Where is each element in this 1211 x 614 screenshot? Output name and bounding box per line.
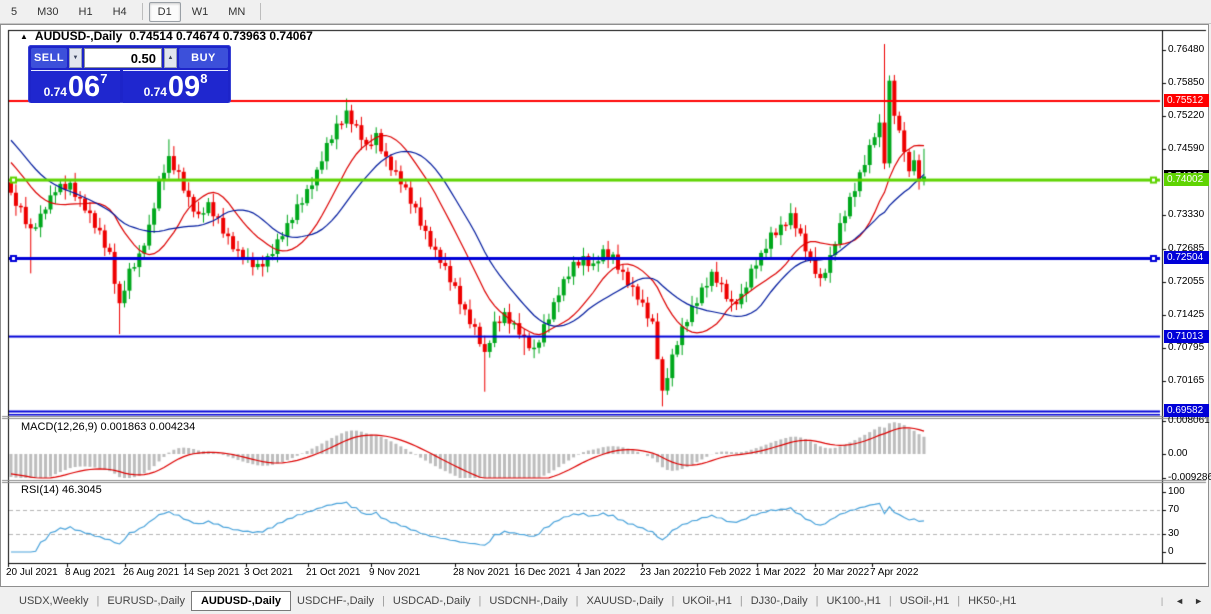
tab-usdcnh--daily[interactable]: USDCNH-,Daily (489, 594, 568, 607)
lot-decrease-button[interactable]: ▼ (69, 48, 82, 68)
date-axis-label: 26 Aug 2021 (123, 567, 180, 578)
rsi-axis-label: 70 (1168, 504, 1180, 515)
tab-separator: | (382, 594, 385, 607)
tab-usdchf--daily[interactable]: USDCHF-,Daily (297, 594, 375, 607)
date-axis-label: 20 Mar 2022 (813, 567, 870, 578)
date-axis-label: 8 Aug 2021 (65, 567, 116, 578)
tab-scroll-left-icon[interactable]: ◄ (1175, 595, 1185, 606)
level-price-badge: 0.75512 (1164, 94, 1209, 107)
tab-eurusd--daily[interactable]: EURUSD-,Daily (107, 594, 185, 607)
tab-separator: | (478, 594, 482, 607)
macd-indicator-label: MACD(12,26,9) 0.001863 0.004234 (21, 421, 196, 433)
tab-separator: | (957, 594, 961, 607)
rsi-indicator-label: RSI(14) 46.3045 (21, 484, 102, 496)
timeframe-button-m30[interactable]: M30 (37, 5, 59, 18)
buy-price-base: 0.74 (143, 85, 167, 99)
tab-separator: | (815, 594, 819, 607)
timeframe-button-d1[interactable]: D1 (148, 1, 181, 22)
tab-usoil--h1[interactable]: USOil-,H1 (899, 594, 950, 607)
price-chart-canvas[interactable] (1, 25, 1208, 586)
date-axis-label: 28 Nov 2021 (453, 567, 510, 578)
lot-size-input[interactable] (84, 48, 162, 68)
buy-price-display[interactable]: 0.74 09 8 (123, 70, 228, 103)
date-axis-label: 14 Sep 2021 (183, 567, 240, 578)
price-axis-label: 0.76480 (1168, 44, 1205, 56)
tab-audusd--daily[interactable]: AUDUSD-,Daily (190, 590, 292, 611)
rsi-axis-label: 30 (1168, 528, 1180, 539)
sell-button[interactable]: SELL (31, 48, 67, 68)
chart-symbol-label: AUDUSD-,Daily (34, 29, 123, 43)
date-axis-label: 10 Feb 2022 (695, 567, 752, 578)
chart-title: ▲ AUDUSD-,Daily 0.74514 0.74674 0.73963 … (20, 29, 313, 43)
timeframe-button-mn[interactable]: MN (228, 5, 246, 18)
buy-price-big: 09 (167, 71, 201, 103)
date-axis-label: 3 Oct 2021 (244, 567, 293, 578)
price-axis-label: 0.74590 (1168, 143, 1205, 155)
level-price-badge: 0.71013 (1164, 329, 1209, 343)
date-axis-label: 21 Oct 2021 (306, 567, 361, 578)
tab-separator: | (575, 594, 579, 607)
macd-axis-label: 0.008061 (1168, 415, 1210, 426)
tab-ukoil--h1[interactable]: UKOil-,H1 (682, 594, 732, 607)
tab-separator: | (96, 594, 100, 607)
level-price-badge: 0.74002 (1164, 173, 1209, 187)
date-axis-label: 1 Mar 2022 (755, 567, 806, 578)
collapse-panel-icon[interactable]: ▲ (20, 31, 28, 41)
spin-down-icon: ▼ (72, 55, 79, 61)
sell-price-pip: 7 (100, 71, 108, 86)
spin-up-icon: ▲ (167, 55, 174, 61)
date-axis-label: 20 Jul 2021 (6, 567, 58, 578)
tab-hk50--h1[interactable]: HK50-,H1 (968, 594, 1017, 607)
tab-usdx-weekly[interactable]: USDX,Weekly (19, 594, 89, 607)
tab-separator: | (888, 594, 892, 607)
timeframe-button-h4[interactable]: H4 (112, 5, 127, 18)
toolbar-separator (141, 3, 143, 20)
one-click-trading-panel: SELL ▼ ▲ BUY 0.74 06 7 0.74 09 8 (28, 45, 231, 103)
date-axis-label: 4 Jan 2022 (576, 567, 626, 578)
level-price-badge: 0.69582 (1164, 404, 1209, 418)
sell-price-big: 06 (67, 71, 101, 103)
tab-uk100--h1[interactable]: UK100-,H1 (826, 594, 881, 607)
price-axis-label: 0.72685 (1168, 243, 1205, 255)
price-axis-label: 0.75850 (1168, 77, 1205, 89)
price-axis-label: 0.72055 (1168, 276, 1205, 287)
tab-xauusd--daily[interactable]: XAUUSD-,Daily (586, 594, 664, 607)
chart-window: ▲ AUDUSD-,Daily 0.74514 0.74674 0.73963 … (0, 24, 1211, 587)
tab-separator: | (1160, 595, 1164, 606)
sell-price-display[interactable]: 0.74 06 7 (31, 70, 120, 103)
price-axis-label: 0.75220 (1168, 110, 1205, 122)
macd-axis-label: 0.00 (1168, 448, 1188, 459)
sell-price-base: 0.74 (43, 85, 67, 99)
buy-button[interactable]: BUY (179, 48, 228, 68)
symbol-tab-bar: USDX,Weekly | EURUSD-,Daily AUDUSD-,Daily US… (0, 587, 1211, 614)
timeframe-button-h1[interactable]: H1 (78, 5, 93, 18)
lot-increase-button[interactable]: ▲ (164, 48, 177, 68)
price-axis-label: 0.71425 (1168, 308, 1205, 320)
date-axis-label: 16 Dec 2021 (514, 567, 571, 578)
price-axis-label: 0.73330 (1168, 209, 1205, 221)
buy-price-pip: 8 (200, 71, 208, 86)
tab-separator: | (739, 594, 743, 607)
chart-ohlc-values: 0.74514 0.74674 0.73963 0.74067 (129, 29, 313, 43)
rsi-axis-label: 0 (1168, 546, 1174, 557)
tab-scroll-right-icon[interactable]: ► (1194, 595, 1203, 606)
date-axis-label: 23 Jan 2022 (640, 567, 696, 578)
rsi-axis-label: 100 (1168, 486, 1185, 497)
price-axis-label: 0.70165 (1168, 374, 1205, 386)
price-axis-label: 0.70795 (1168, 341, 1205, 353)
timeframe-button-w1[interactable]: W1 (191, 5, 209, 18)
tab-separator: | (671, 594, 675, 607)
level-price-badge: 0.72504 (1164, 251, 1209, 265)
date-axis-label: 9 Nov 2021 (369, 567, 421, 578)
date-axis-label: 7 Apr 2022 (870, 567, 919, 578)
tab-dj30--daily[interactable]: DJ30-,Daily (750, 594, 808, 607)
timeframe-button-5[interactable]: 5 (11, 5, 18, 18)
tab-usdcad--daily[interactable]: USDCAD-,Daily (392, 594, 471, 607)
macd-axis-label: -0.009286 (1168, 472, 1211, 483)
tab-scroll-controls: | ◄ ► (1159, 596, 1203, 606)
toolbar-separator (260, 3, 262, 20)
timeframe-toolbar: 5 M30 H1 H4 D1 W1 MN (0, 0, 1211, 24)
